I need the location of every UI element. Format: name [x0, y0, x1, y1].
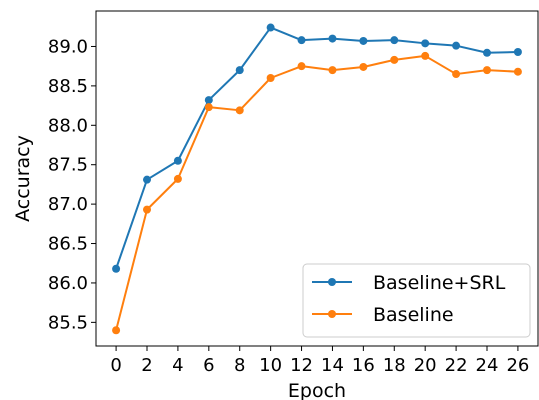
- x-tick-label: 0: [110, 355, 121, 376]
- y-tick-label: 86.5: [48, 234, 88, 255]
- x-tick-label: 16: [352, 355, 375, 376]
- data-point: [483, 48, 491, 57]
- x-tick-label: 24: [476, 355, 499, 376]
- legend-label: Baseline: [373, 304, 454, 326]
- data-point: [513, 67, 522, 76]
- x-tick-label: 22: [445, 355, 468, 376]
- x-tick-label: 18: [383, 355, 406, 376]
- x-tick-label: 26: [506, 355, 529, 376]
- series-1: [112, 51, 522, 335]
- x-tick-label: 6: [203, 355, 214, 376]
- data-point: [297, 36, 306, 45]
- data-point: [112, 264, 121, 273]
- legend-box: [302, 263, 531, 338]
- data-point: [204, 103, 213, 112]
- data-point: [452, 41, 461, 50]
- data-point: [513, 47, 522, 56]
- data-point: [266, 74, 275, 82]
- data-point: [390, 55, 399, 64]
- data-point: [328, 66, 337, 75]
- y-axis-title: Accuracy: [12, 135, 34, 222]
- y-axis-ticks: 85.5 86.0 86.5 87.0 87.5 88.0 88.5 89.0: [48, 36, 96, 333]
- series-line: [115, 26, 518, 270]
- legend-marker: [328, 278, 336, 286]
- series-line: [115, 54, 518, 331]
- x-axis-ticks: 0 2 4 6 8 10 12 14 16 18 20 22 24 26: [110, 346, 529, 376]
- data-point: [452, 70, 461, 79]
- data-point: [421, 51, 430, 60]
- y-tick-label: 87.0: [48, 194, 88, 215]
- plot-frame: [95, 10, 539, 347]
- legend-marker: [328, 310, 336, 318]
- y-tick-label: 89.0: [48, 36, 88, 57]
- data-point: [112, 326, 121, 335]
- y-tick-label: 86.0: [48, 273, 88, 294]
- data-point: [328, 34, 337, 43]
- data-point: [421, 39, 430, 48]
- x-tick-label: 14: [321, 355, 344, 376]
- data-point: [483, 66, 491, 75]
- x-tick-label: 10: [259, 355, 282, 376]
- data-point: [359, 36, 368, 45]
- x-tick-label: 2: [141, 355, 152, 376]
- x-tick-label: 4: [172, 355, 183, 376]
- x-tick-label: 12: [290, 355, 313, 376]
- y-tick-label: 88.0: [48, 115, 88, 136]
- data-point: [297, 62, 306, 71]
- data-point: [143, 175, 151, 184]
- data-point: [204, 96, 213, 105]
- data-point: [235, 66, 244, 75]
- legend-label: Baseline+SRL: [373, 272, 506, 294]
- x-tick-label: 8: [234, 355, 245, 376]
- data-point: [266, 23, 275, 32]
- y-tick-label: 85.5: [48, 312, 88, 333]
- series-0: [112, 23, 522, 273]
- x-axis-title: Epoch: [288, 380, 346, 400]
- data-point: [359, 62, 368, 71]
- y-tick-label: 88.5: [48, 76, 88, 97]
- data-point: [390, 36, 399, 45]
- series-layer: [112, 23, 522, 335]
- y-tick-label: 87.5: [48, 155, 88, 176]
- data-point: [143, 205, 151, 214]
- x-tick-label: 20: [414, 355, 437, 376]
- legend: Baseline+SRL Baseline: [302, 263, 531, 338]
- data-point: [235, 106, 244, 115]
- data-point: [173, 174, 182, 183]
- data-point: [173, 156, 182, 165]
